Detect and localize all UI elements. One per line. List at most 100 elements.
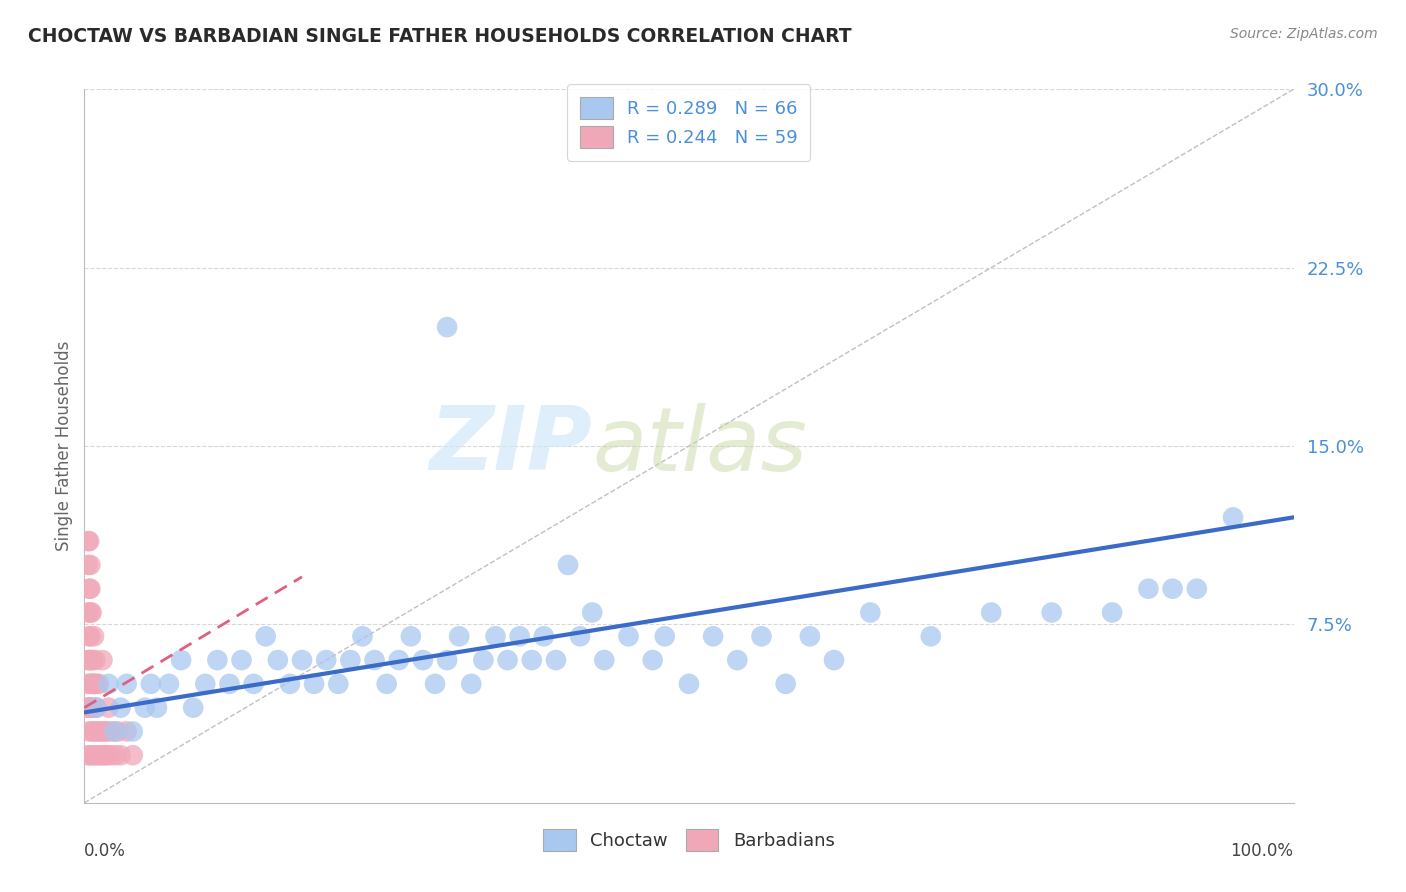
Point	[702, 629, 724, 643]
Point	[139, 677, 162, 691]
Point	[544, 653, 567, 667]
Point	[79, 558, 101, 572]
Point	[86, 677, 108, 691]
Point	[100, 748, 122, 763]
Point	[557, 558, 579, 572]
Point	[80, 653, 103, 667]
Point	[76, 700, 98, 714]
Text: ZIP: ZIP	[429, 402, 592, 490]
Point	[77, 724, 100, 739]
Point	[436, 320, 458, 334]
Point	[110, 748, 132, 763]
Point	[87, 677, 110, 691]
Point	[79, 606, 101, 620]
Point	[1137, 582, 1160, 596]
Point	[388, 653, 411, 667]
Point	[89, 748, 111, 763]
Point	[79, 700, 101, 714]
Point	[93, 724, 115, 739]
Point	[581, 606, 603, 620]
Point	[86, 700, 108, 714]
Point	[242, 677, 264, 691]
Point	[77, 558, 100, 572]
Point	[725, 653, 748, 667]
Point	[97, 724, 120, 739]
Legend: Choctaw, Barbadians: Choctaw, Barbadians	[536, 822, 842, 858]
Point	[291, 653, 314, 667]
Point	[520, 653, 543, 667]
Point	[509, 629, 531, 643]
Point	[104, 748, 127, 763]
Point	[115, 677, 138, 691]
Point	[375, 677, 398, 691]
Point	[278, 677, 301, 691]
Point	[460, 677, 482, 691]
Point	[472, 653, 495, 667]
Point	[77, 534, 100, 549]
Point	[678, 677, 700, 691]
Point	[533, 629, 555, 643]
Text: 0.0%: 0.0%	[84, 842, 127, 860]
Point	[134, 700, 156, 714]
Point	[980, 606, 1002, 620]
Point	[107, 724, 129, 739]
Point	[339, 653, 361, 667]
Point	[315, 653, 337, 667]
Text: 100.0%: 100.0%	[1230, 842, 1294, 860]
Point	[77, 653, 100, 667]
Point	[496, 653, 519, 667]
Point	[267, 653, 290, 667]
Point	[121, 724, 143, 739]
Point	[1161, 582, 1184, 596]
Point	[593, 653, 616, 667]
Point	[436, 653, 458, 667]
Point	[91, 748, 114, 763]
Point	[96, 748, 118, 763]
Point	[1040, 606, 1063, 620]
Point	[97, 700, 120, 714]
Point	[157, 677, 180, 691]
Point	[77, 748, 100, 763]
Point	[194, 677, 217, 691]
Y-axis label: Single Father Households: Single Father Households	[55, 341, 73, 551]
Point	[218, 677, 240, 691]
Point	[412, 653, 434, 667]
Point	[1101, 606, 1123, 620]
Point	[799, 629, 821, 643]
Point	[83, 629, 105, 643]
Point	[77, 582, 100, 596]
Point	[77, 700, 100, 714]
Point	[82, 653, 104, 667]
Point	[103, 724, 125, 739]
Point	[77, 606, 100, 620]
Point	[617, 629, 640, 643]
Point	[77, 653, 100, 667]
Point	[91, 653, 114, 667]
Point	[83, 724, 105, 739]
Point	[328, 677, 350, 691]
Point	[82, 677, 104, 691]
Point	[146, 700, 169, 714]
Point	[80, 677, 103, 691]
Text: atlas: atlas	[592, 403, 807, 489]
Point	[920, 629, 942, 643]
Point	[363, 653, 385, 667]
Point	[84, 653, 107, 667]
Point	[654, 629, 676, 643]
Point	[77, 677, 100, 691]
Point	[302, 677, 325, 691]
Point	[77, 534, 100, 549]
Point	[94, 748, 117, 763]
Point	[231, 653, 253, 667]
Point	[94, 724, 117, 739]
Point	[82, 748, 104, 763]
Point	[115, 724, 138, 739]
Text: CHOCTAW VS BARBADIAN SINGLE FATHER HOUSEHOLDS CORRELATION CHART: CHOCTAW VS BARBADIAN SINGLE FATHER HOUSE…	[28, 27, 852, 45]
Point	[1222, 510, 1244, 524]
Point	[79, 629, 101, 643]
Point	[97, 677, 120, 691]
Point	[79, 653, 101, 667]
Point	[423, 677, 446, 691]
Point	[207, 653, 229, 667]
Point	[77, 700, 100, 714]
